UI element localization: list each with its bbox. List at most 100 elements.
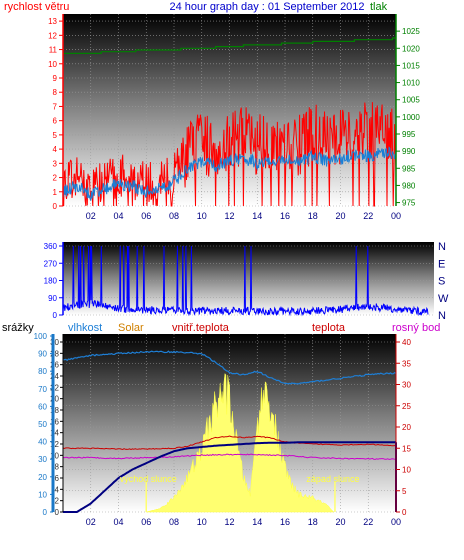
compass-label: S <box>438 276 445 288</box>
wind-tick-label: 3 <box>53 159 58 168</box>
winddir-tick-label: 0 <box>53 311 58 320</box>
pressure-tick-label: 995 <box>402 130 416 139</box>
rain-axis-title: srážky <box>2 322 34 334</box>
indoor-temperature-line <box>63 441 396 513</box>
wind-speed-line <box>62 102 397 207</box>
compass-label: N <box>438 241 446 253</box>
wind-tick-label: 4 <box>53 145 58 154</box>
temp-tick-label: 15 <box>402 444 411 453</box>
wind-tick-label: 13 <box>48 17 57 26</box>
time-tick-label: 08 <box>169 517 179 527</box>
solar-area <box>146 372 335 513</box>
temp-tick-label: 10 <box>402 466 411 475</box>
time-tick-label: 14 <box>252 517 262 527</box>
time-tick-label: 02 <box>86 517 96 527</box>
dew-point-line <box>62 453 397 460</box>
rain-tick-label: 30 <box>38 455 47 464</box>
winddir-panel-grid <box>63 245 434 316</box>
time-tick-label: 20 <box>335 211 345 221</box>
rain-tick-label: 70 <box>38 385 47 394</box>
rain-tick-label: 100 <box>34 332 48 341</box>
dew-axis-title: rosný bod <box>392 322 440 334</box>
humidity-tick-label: 24 <box>50 372 59 381</box>
climate-panel-axes: 0510152025303540010203040506070809010002… <box>34 332 412 527</box>
winddir-line <box>62 245 429 317</box>
time-tick-label: 00 <box>391 517 401 527</box>
humidity-tick-label: 20 <box>50 395 59 404</box>
winddir-tick-label: 180 <box>44 277 58 286</box>
solar-axis-title: Solar <box>118 322 144 334</box>
pressure-tick-label: 1005 <box>402 96 420 105</box>
temp-tick-label: 20 <box>402 423 411 432</box>
rain-tick-label: 10 <box>38 490 47 499</box>
pressure-axis-title: tlak <box>370 1 388 13</box>
wind-panel-axes: 0123456789101112139759809859909951000100… <box>48 14 420 221</box>
humidity-tick-label: 22 <box>50 383 59 392</box>
rain-tick-label: 50 <box>38 420 47 429</box>
time-tick-label: 16 <box>280 517 290 527</box>
time-tick-label: 20 <box>335 517 345 527</box>
wind-tick-label: 1 <box>53 188 58 197</box>
time-tick-label: 10 <box>197 211 207 221</box>
humidity-tick-label: 16 <box>50 417 59 426</box>
time-tick-label: 12 <box>224 517 234 527</box>
humidity-tick-label: 14 <box>50 429 59 438</box>
time-tick-label: 18 <box>308 517 318 527</box>
sunset-label: západ slunce <box>306 474 359 484</box>
rain-tick-label: 80 <box>38 367 47 376</box>
time-tick-label: 00 <box>391 211 401 221</box>
time-tick-label: 02 <box>86 211 96 221</box>
wind-tick-label: 11 <box>49 46 58 55</box>
pressure-tick-label: 1010 <box>402 79 420 88</box>
wind-tick-label: 9 <box>53 74 58 83</box>
compass-label: W <box>438 293 449 305</box>
time-tick-label: 10 <box>197 517 207 527</box>
temperature-line <box>62 435 397 451</box>
time-tick-label: 06 <box>141 517 151 527</box>
rain-tick-label: 40 <box>38 438 47 447</box>
pressure-tick-label: 990 <box>402 147 416 156</box>
temp-tick-label: 30 <box>402 381 411 390</box>
temp-tick-label: 40 <box>402 338 411 347</box>
pressure-tick-label: 975 <box>402 199 416 208</box>
humidity-line <box>62 350 397 385</box>
humidity-tick-label: 30 <box>50 338 59 347</box>
pressure-tick-label: 1020 <box>402 44 420 53</box>
pressure-tick-label: 985 <box>402 164 416 173</box>
temp-tick-label: 25 <box>402 402 411 411</box>
winddir-panel-background <box>63 242 434 315</box>
time-tick-label: 06 <box>141 211 151 221</box>
winddir-panel-series <box>62 245 429 317</box>
pressure-tick-label: 1015 <box>402 61 420 70</box>
temp-axis-title: teplota <box>312 322 346 334</box>
time-tick-label: 22 <box>363 517 373 527</box>
wind-tick-label: 0 <box>53 202 58 211</box>
pressure-tick-label: 1000 <box>402 113 420 122</box>
time-tick-label: 04 <box>113 211 123 221</box>
time-tick-label: 12 <box>224 211 234 221</box>
pressure-line <box>63 37 396 54</box>
indoor-axis-title: vnitř.teplota <box>172 322 230 334</box>
chart-title: 24 hour graph day : 01 September 2012 <box>169 1 364 13</box>
time-tick-label: 22 <box>363 211 373 221</box>
compass-label: E <box>438 258 445 270</box>
rain-tick-label: 20 <box>38 473 47 482</box>
wind-tick-label: 2 <box>53 174 58 183</box>
humidity-tick-label: 18 <box>50 406 59 415</box>
humidity-tick-label: 10 <box>50 451 59 460</box>
pressure-tick-label: 1025 <box>402 27 420 36</box>
temp-tick-label: 35 <box>402 359 411 368</box>
time-tick-label: 08 <box>169 211 179 221</box>
winddir-tick-label: 90 <box>48 294 57 303</box>
wind-tick-label: 7 <box>53 102 58 111</box>
winddir-tick-label: 360 <box>44 242 58 251</box>
compass-label: N <box>438 310 446 322</box>
rain-tick-label: 60 <box>38 402 47 411</box>
wind-tick-label: 8 <box>53 88 58 97</box>
time-tick-label: 14 <box>252 211 262 221</box>
time-tick-label: 16 <box>280 211 290 221</box>
wind-panel-series <box>62 37 397 207</box>
